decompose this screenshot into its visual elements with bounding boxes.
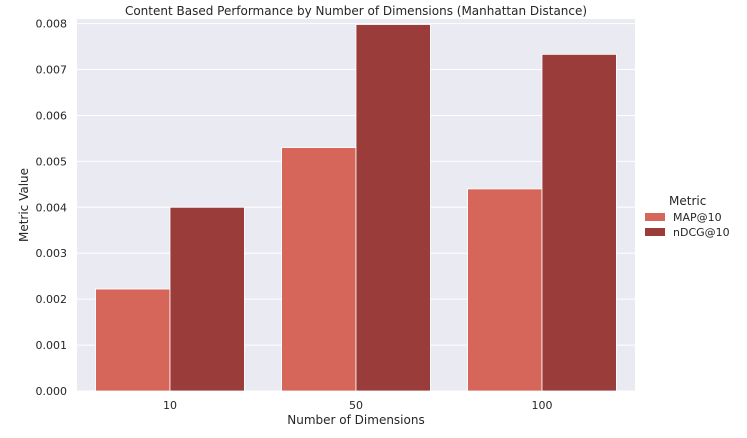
y-axis-label: Metric Value	[17, 168, 31, 242]
y-tick-label: 0.008	[36, 18, 68, 31]
legend-swatch-ndcg10	[645, 228, 665, 236]
x-tick-label: 10	[163, 399, 177, 412]
legend-swatch-map10	[645, 213, 665, 221]
legend-label: nDCG@10	[673, 226, 730, 239]
legend-title: Metric	[669, 194, 706, 208]
legend: Metric MAP@10 nDCG@10	[645, 194, 730, 239]
bar-map10-50	[281, 147, 357, 392]
bar-ndcg10-100	[541, 53, 617, 392]
y-tick-label: 0.003	[36, 247, 68, 260]
legend-label: MAP@10	[673, 211, 722, 224]
y-tick-label: 0.000	[36, 385, 68, 398]
bars	[95, 24, 617, 392]
y-tick-label: 0.007	[36, 64, 68, 77]
y-tick-label: 0.005	[36, 155, 68, 168]
y-tick-label: 0.006	[36, 109, 68, 122]
y-tick-labels: 0.000 0.001 0.002 0.003 0.004 0.005 0.006 0.007…	[36, 18, 68, 398]
y-tick-label: 0.004	[36, 201, 68, 214]
x-axis-label: Number of Dimensions	[287, 413, 424, 427]
y-tick-label: 0.001	[36, 339, 68, 352]
x-tick-label: 50	[349, 399, 363, 412]
bar-ndcg10-50	[355, 24, 431, 392]
x-tick-labels: 10 50 100	[163, 399, 553, 412]
bar-map10-10	[95, 288, 171, 392]
chart-title: Content Based Performance by Number of D…	[125, 4, 587, 18]
x-tick-label: 100	[532, 399, 553, 412]
bar-ndcg10-10	[169, 206, 245, 392]
bar-map10-100	[467, 188, 543, 392]
y-tick-label: 0.002	[36, 293, 68, 306]
